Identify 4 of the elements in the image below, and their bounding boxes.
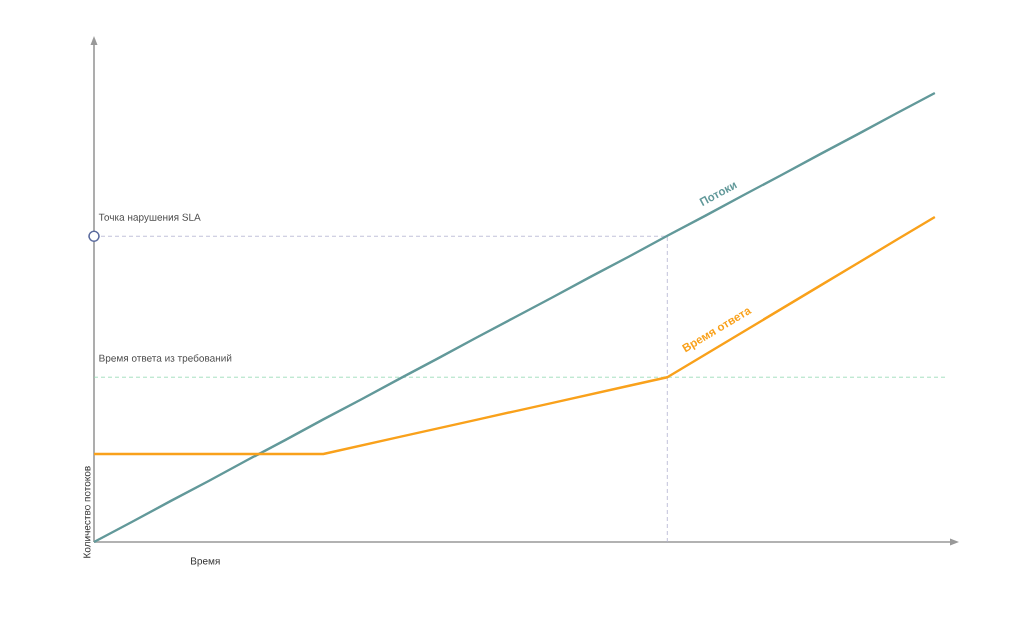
ref-line-label: Точка нарушения SLA [98, 213, 201, 223]
y-axis-title: Количество потоков [83, 466, 91, 558]
x-axis-title: Время [191, 557, 220, 567]
ref-line-label: Время ответа из требований [99, 354, 232, 364]
